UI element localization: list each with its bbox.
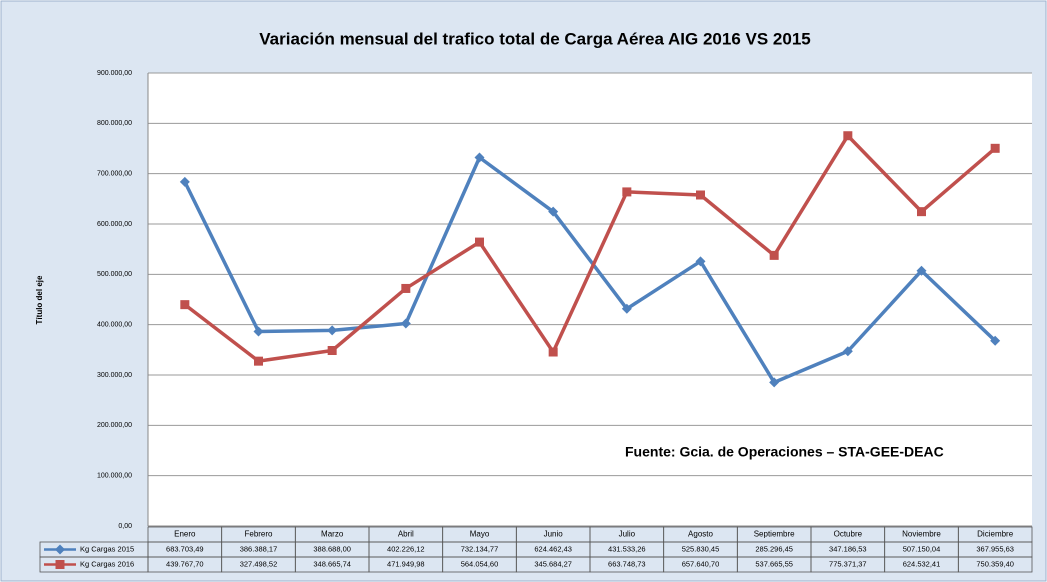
plot-area bbox=[148, 73, 1032, 526]
annotation: Fuente: Gcia. de Operaciones – STA-GEE-D… bbox=[625, 444, 944, 460]
table-value: 732.134,77 bbox=[461, 544, 499, 553]
table-cell bbox=[957, 556, 1033, 573]
marker bbox=[916, 265, 927, 276]
x-tick-label: Mayo bbox=[470, 530, 490, 539]
marker bbox=[327, 346, 337, 356]
y-tick-label: 800.000,00 bbox=[97, 120, 132, 127]
series-line bbox=[183, 133, 997, 363]
legend-cell bbox=[39, 556, 149, 573]
table-value: 431.533,26 bbox=[608, 544, 646, 553]
marker bbox=[769, 377, 780, 388]
marker bbox=[548, 206, 559, 217]
marker bbox=[990, 143, 1000, 153]
marker bbox=[254, 356, 263, 366]
x-tick-label: Julio bbox=[619, 530, 636, 539]
table-value: 537.665,55 bbox=[755, 559, 793, 568]
x-tick-label: Agosto bbox=[688, 530, 713, 539]
table-value: 388.688,00 bbox=[313, 544, 351, 553]
table-value: 624.532,41 bbox=[903, 559, 941, 568]
series-line bbox=[183, 155, 997, 385]
y-tick-label: 100.000,00 bbox=[97, 473, 132, 480]
marker bbox=[55, 560, 65, 569]
marker bbox=[401, 283, 411, 293]
table-value: 386.388,17 bbox=[240, 544, 278, 553]
x-tick-label: Septiembre bbox=[754, 530, 795, 539]
marker bbox=[180, 300, 190, 310]
chart-title: Variación mensual del trafico total de C… bbox=[259, 29, 810, 48]
legend-label: Kg Cargas 2016 bbox=[80, 559, 134, 568]
table-value: 750.359,40 bbox=[976, 559, 1014, 568]
x-tick-label: Diciembre bbox=[977, 530, 1014, 539]
x-tick-label: Noviembre bbox=[902, 530, 941, 539]
marker bbox=[548, 347, 558, 357]
table-value: 683.703,49 bbox=[166, 544, 204, 553]
marker bbox=[55, 544, 65, 555]
y-tick-label: 300.000,00 bbox=[97, 372, 132, 379]
table-value: 348.665,74 bbox=[313, 559, 351, 568]
table-value: 327.498,52 bbox=[240, 559, 278, 568]
table-value: 525.830,45 bbox=[682, 544, 720, 553]
marker bbox=[769, 250, 779, 260]
legend-label: Kg Cargas 2015 bbox=[80, 544, 134, 553]
marker bbox=[695, 256, 706, 267]
marker bbox=[253, 326, 264, 337]
marker bbox=[622, 187, 632, 197]
y-tick-label: 200.000,00 bbox=[97, 422, 132, 429]
table-value: 285.296,45 bbox=[755, 544, 793, 553]
x-tick-label: Octubre bbox=[834, 530, 863, 539]
y-tick-label: 400.000,00 bbox=[97, 322, 132, 329]
x-tick-label: Febrero bbox=[244, 530, 273, 539]
table-value: 507.150,04 bbox=[903, 544, 941, 553]
marker bbox=[474, 152, 485, 163]
x-tick-label: Marzo bbox=[321, 530, 344, 539]
y-tick-label: 600.000,00 bbox=[97, 221, 132, 228]
y-tick-label: 500.000,00 bbox=[97, 271, 132, 278]
marker bbox=[621, 303, 632, 314]
y-tick-label: 700.000,00 bbox=[97, 171, 132, 178]
table-value: 657.640,70 bbox=[682, 559, 720, 568]
x-tick-label: Enero bbox=[174, 530, 196, 539]
marker bbox=[917, 207, 926, 217]
marker bbox=[400, 318, 411, 329]
table-value: 471.949,98 bbox=[387, 559, 425, 568]
x-tick-label: Abril bbox=[398, 530, 414, 539]
y-tick-label: 900.000,00 bbox=[97, 70, 132, 77]
marker bbox=[179, 176, 190, 187]
x-tick-label: Junio bbox=[544, 530, 564, 539]
table-value: 345.684,27 bbox=[534, 559, 572, 568]
marker bbox=[842, 346, 853, 357]
y-tick-label: 0,00 bbox=[118, 523, 132, 530]
table-value: 564.054,60 bbox=[461, 559, 499, 568]
marker bbox=[475, 237, 484, 247]
table-value: 624.462,43 bbox=[534, 544, 572, 553]
table-value: 402.226,12 bbox=[387, 544, 425, 553]
table-value: 347.186,53 bbox=[829, 544, 867, 553]
marker bbox=[990, 335, 1001, 346]
table-value: 775.371,37 bbox=[829, 559, 867, 568]
marker bbox=[327, 325, 338, 336]
table-value: 663.748,73 bbox=[608, 559, 646, 568]
marker bbox=[843, 131, 853, 141]
table-value: 367.955,63 bbox=[976, 544, 1014, 553]
y-axis-title: Título del eje bbox=[35, 275, 44, 324]
table-value: 439.767,70 bbox=[166, 559, 204, 568]
marker bbox=[696, 190, 705, 200]
